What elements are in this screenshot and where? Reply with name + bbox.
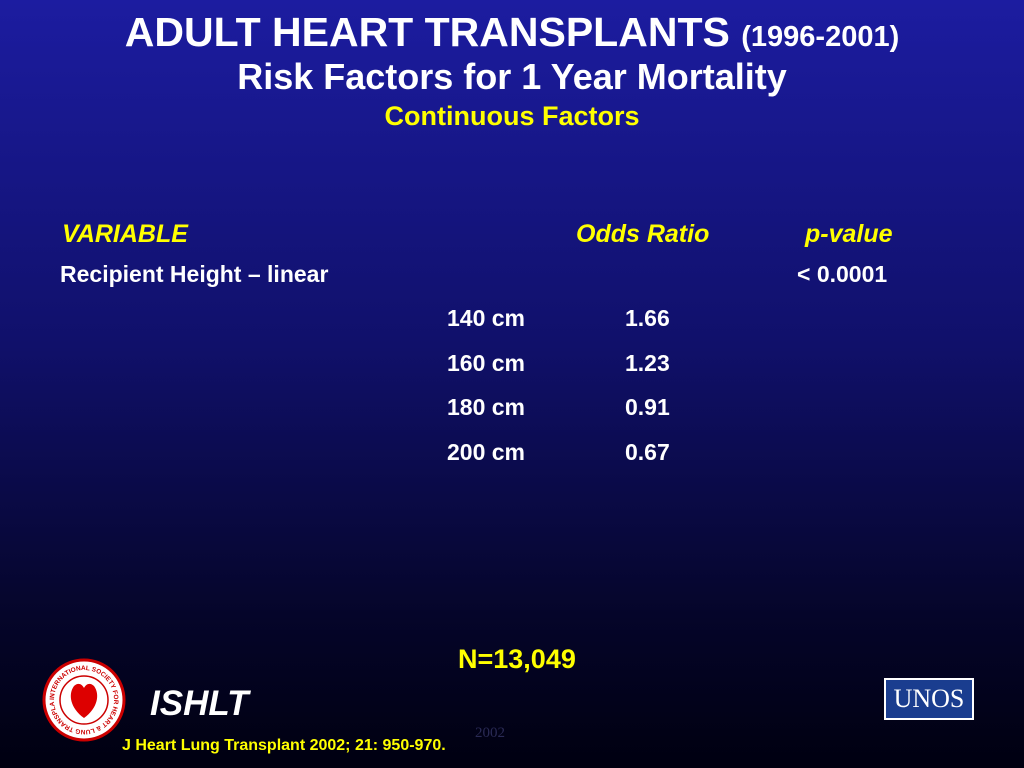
citation: J Heart Lung Transplant 2002; 21: 950-97… — [122, 737, 446, 754]
height-cell: 180 cm — [447, 394, 526, 420]
logo: INTERNATIONAL SOCIETY FOR HEART & LUNG T… — [42, 658, 126, 742]
org: ISHLT — [150, 684, 249, 723]
height-cell: 140 cm — [447, 305, 526, 331]
height-cell: 200 cm — [447, 438, 526, 465]
unos-logo: UNOS — [884, 678, 974, 720]
odds-ratio-cell: 1.23 — [625, 349, 670, 376]
subtitle: Risk Factors for 1 Year Mortality — [237, 56, 787, 97]
title: ADULT HEART TRANSPLANTS — [124, 9, 730, 55]
column-header: p-value — [805, 220, 893, 248]
variable: Recipient Height – linear — [60, 261, 329, 287]
unos-text: UNOS — [886, 680, 972, 718]
year: 2002 — [475, 725, 505, 741]
odds-ratio-cell: 1.66 — [625, 305, 670, 331]
section: Continuous Factors — [384, 101, 640, 131]
column-header: Odds Ratio — [576, 220, 710, 248]
p-value: < 0.0001 — [797, 261, 888, 287]
height-cell: 160 cm — [447, 349, 526, 376]
odds-ratio-cell: 0.91 — [625, 394, 670, 420]
odds-ratio-cell: 0.67 — [625, 438, 670, 465]
sample-size: N=13,049 — [458, 644, 576, 674]
column-header: VARIABLE — [62, 220, 188, 248]
years: (1996-2001) — [741, 21, 900, 53]
title-line: ADULT HEART TRANSPLANTS (1996-2001) — [0, 12, 1024, 53]
logo-heart — [70, 683, 98, 718]
